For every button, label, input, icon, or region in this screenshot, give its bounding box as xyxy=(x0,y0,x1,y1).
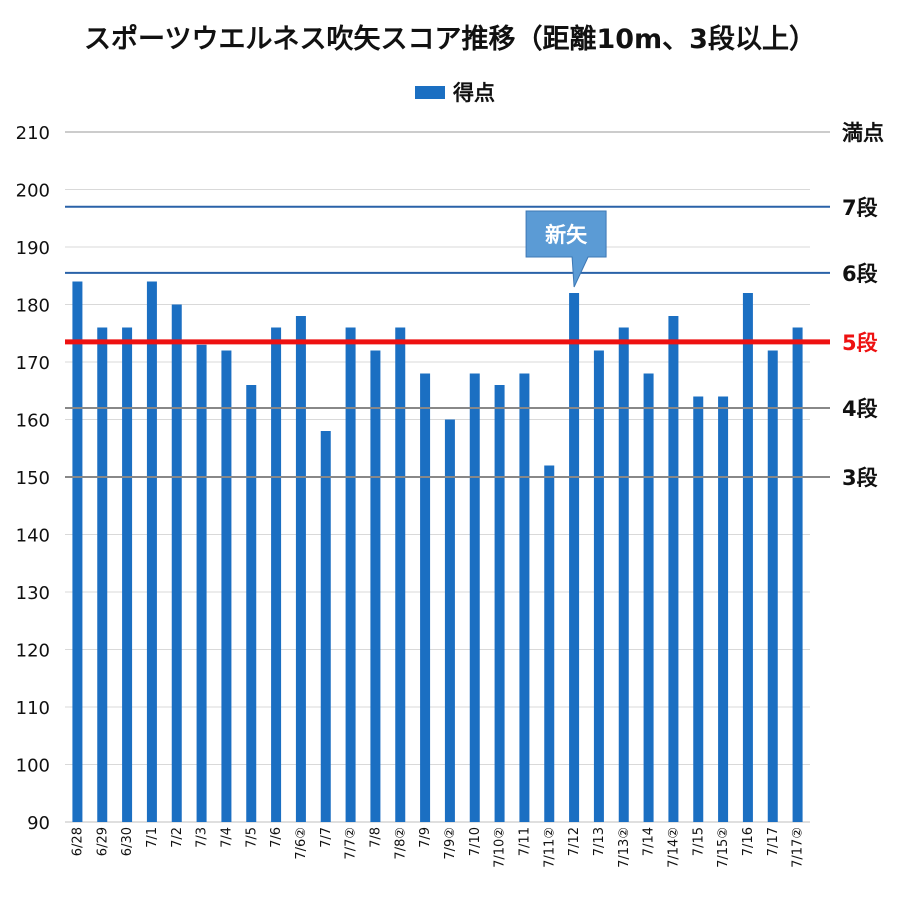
x-tick-label: 7/11② xyxy=(542,827,557,868)
x-tick-label: 7/13② xyxy=(617,827,632,868)
y-tick-label: 120 xyxy=(16,641,50,662)
x-tick-label: 7/6 xyxy=(269,827,284,848)
chart-title: スポーツウエルネス吹矢スコア推移（距離10m、3段以上） xyxy=(84,23,816,55)
bar xyxy=(395,327,406,822)
callout-bubble xyxy=(525,210,607,288)
x-tick-label: 7/13 xyxy=(592,827,607,856)
x-tick-label: 7/15② xyxy=(716,827,731,868)
reference-line-label: 満点 xyxy=(842,121,884,145)
x-tick-label: 7/17 xyxy=(766,827,781,856)
y-tick-label: 180 xyxy=(16,296,50,317)
legend-label: 得点 xyxy=(452,81,495,105)
y-tick-label: 130 xyxy=(16,583,50,604)
annotations: 新矢 xyxy=(525,210,607,288)
bar xyxy=(767,350,778,822)
x-tick-label: 7/15 xyxy=(691,827,706,856)
bar xyxy=(246,385,257,822)
x-tick-label: 7/11 xyxy=(517,827,532,856)
bar xyxy=(221,350,232,822)
y-tick-label: 190 xyxy=(16,238,50,259)
reference-line-label: 7段 xyxy=(842,196,878,220)
y-tick-label: 140 xyxy=(16,526,50,547)
legend-swatch xyxy=(415,86,445,99)
bar xyxy=(668,316,679,822)
bar xyxy=(792,327,803,822)
bar xyxy=(618,327,629,822)
bar xyxy=(146,281,157,822)
bar xyxy=(742,293,753,822)
reference-line-label: 4段 xyxy=(842,397,878,421)
x-tick-label: 7/12 xyxy=(567,827,582,856)
bar xyxy=(519,373,530,822)
x-tick-label: 7/6② xyxy=(294,827,309,860)
x-axis-ticks: 6/28 6/29 6/30 7/1 7/2 7/3 7/4 7/5 7/6 7/6② 7/7 7/7… xyxy=(70,827,805,868)
y-tick-label: 170 xyxy=(16,353,50,374)
x-tick-label: 7/14② xyxy=(666,827,681,868)
x-tick-label: 7/8 xyxy=(368,827,383,848)
x-tick-label: 7/9 xyxy=(418,827,433,848)
x-tick-label: 7/9② xyxy=(443,827,458,860)
y-tick-label: 90 xyxy=(27,813,50,834)
legend: 得点 xyxy=(415,81,495,105)
bar xyxy=(345,327,356,822)
x-tick-label: 6/30 xyxy=(120,827,135,856)
x-tick-label: 7/1 xyxy=(145,827,160,848)
y-tick-label: 160 xyxy=(16,411,50,432)
bar xyxy=(122,327,133,822)
bar xyxy=(444,419,455,822)
bar xyxy=(593,350,604,822)
bar xyxy=(370,350,381,822)
x-tick-label: 7/17② xyxy=(791,827,806,868)
bar xyxy=(718,396,729,822)
y-tick-label: 210 xyxy=(16,123,50,144)
x-tick-label: 7/7 xyxy=(319,827,334,848)
bar xyxy=(643,373,654,822)
bar xyxy=(171,304,182,822)
x-tick-label: 7/4 xyxy=(219,827,234,848)
bar xyxy=(320,431,331,822)
x-tick-label: 7/14 xyxy=(642,827,657,856)
bar xyxy=(97,327,108,822)
callout-text: 新矢 xyxy=(545,223,588,247)
x-tick-label: 7/7② xyxy=(344,827,359,860)
x-tick-label: 7/3 xyxy=(195,827,210,848)
y-tick-label: 200 xyxy=(16,181,50,202)
x-tick-label: 7/8② xyxy=(393,827,408,860)
y-tick-label: 150 xyxy=(16,468,50,489)
x-tick-label: 7/16 xyxy=(741,827,756,856)
bar xyxy=(72,281,83,822)
reference-line-label: 5段 xyxy=(842,331,878,355)
bar xyxy=(420,373,431,822)
reference-lines: 満点 7段 6段 5段 4段 3段 xyxy=(65,121,884,490)
bar xyxy=(569,293,580,822)
bar xyxy=(494,385,505,822)
y-tick-label: 100 xyxy=(16,756,50,777)
x-tick-label: 6/28 xyxy=(70,827,85,856)
reference-line-label: 3段 xyxy=(842,466,878,490)
bar xyxy=(544,465,555,822)
bar xyxy=(271,327,282,822)
bar xyxy=(295,316,306,822)
x-tick-label: 7/2 xyxy=(170,827,185,848)
bar xyxy=(469,373,480,822)
x-tick-label: 6/29 xyxy=(95,827,110,856)
x-tick-label: 7/10② xyxy=(493,827,508,868)
bar xyxy=(693,396,704,822)
bars xyxy=(72,281,803,822)
reference-line-label: 6段 xyxy=(842,262,878,286)
x-tick-label: 7/10 xyxy=(468,827,483,856)
y-tick-label: 110 xyxy=(16,698,50,719)
bar xyxy=(196,344,207,822)
x-tick-label: 7/5 xyxy=(244,827,259,848)
y-axis-ticks: 90 100 110 120 130 140 150 160 170 180 190 200 210 xyxy=(16,123,50,834)
